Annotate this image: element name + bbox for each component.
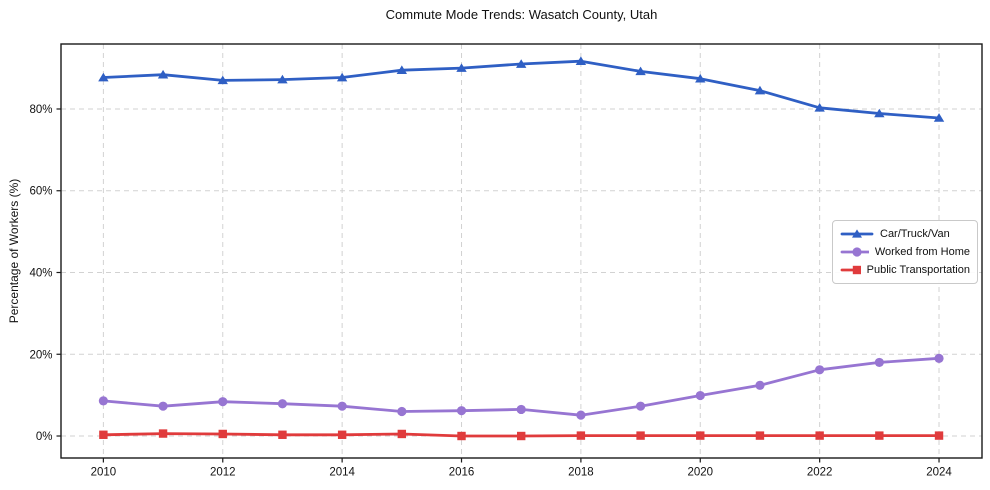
- x-tick-label: 2020: [687, 467, 713, 479]
- legend: Car/Truck/Van Worked from Home Public Tr…: [832, 220, 978, 284]
- y-tick-label: 40%: [29, 268, 52, 280]
- legend-line-triangle-icon: [840, 229, 874, 238]
- legend-item-worked-from-home: Worked from Home: [840, 244, 970, 260]
- legend-label: Public Transportation: [866, 264, 970, 276]
- series-car-truck-van: [98, 56, 945, 122]
- series-public-transportation: [99, 429, 944, 441]
- x-tick-label: 2018: [568, 467, 594, 479]
- y-axis-ticks: 0% 20% 40% 60% 80%: [29, 104, 61, 443]
- x-tick-label: 2024: [926, 467, 952, 479]
- y-tick-label: 80%: [29, 104, 52, 116]
- x-axis-ticks: 2010 2012 2014 2016 2018 2020 2022 2024: [91, 458, 952, 479]
- x-tick-label: 2016: [449, 467, 475, 479]
- series-worked-from-home: [98, 353, 944, 420]
- legend-item-public-transportation: Public Transportation: [840, 262, 970, 278]
- chart-title: Commute Mode Trends: Wasatch County, Uta…: [385, 7, 658, 22]
- legend-line-square-icon: [840, 265, 861, 275]
- legend-label: Car/Truck/Van: [880, 228, 950, 240]
- y-tick-label: 60%: [29, 186, 52, 198]
- legend-line-circle-icon: [840, 247, 869, 257]
- x-tick-label: 2010: [91, 467, 117, 479]
- legend-item-car-truck-van: Car/Truck/Van: [840, 226, 970, 242]
- y-tick-label: 20%: [29, 349, 52, 361]
- plot-border: [60, 43, 983, 459]
- x-tick-label: 2012: [210, 467, 236, 479]
- x-tick-label: 2022: [807, 467, 833, 479]
- legend-label: Worked from Home: [874, 246, 970, 258]
- y-tick-label: 0%: [36, 431, 53, 443]
- x-tick-label: 2014: [329, 467, 355, 479]
